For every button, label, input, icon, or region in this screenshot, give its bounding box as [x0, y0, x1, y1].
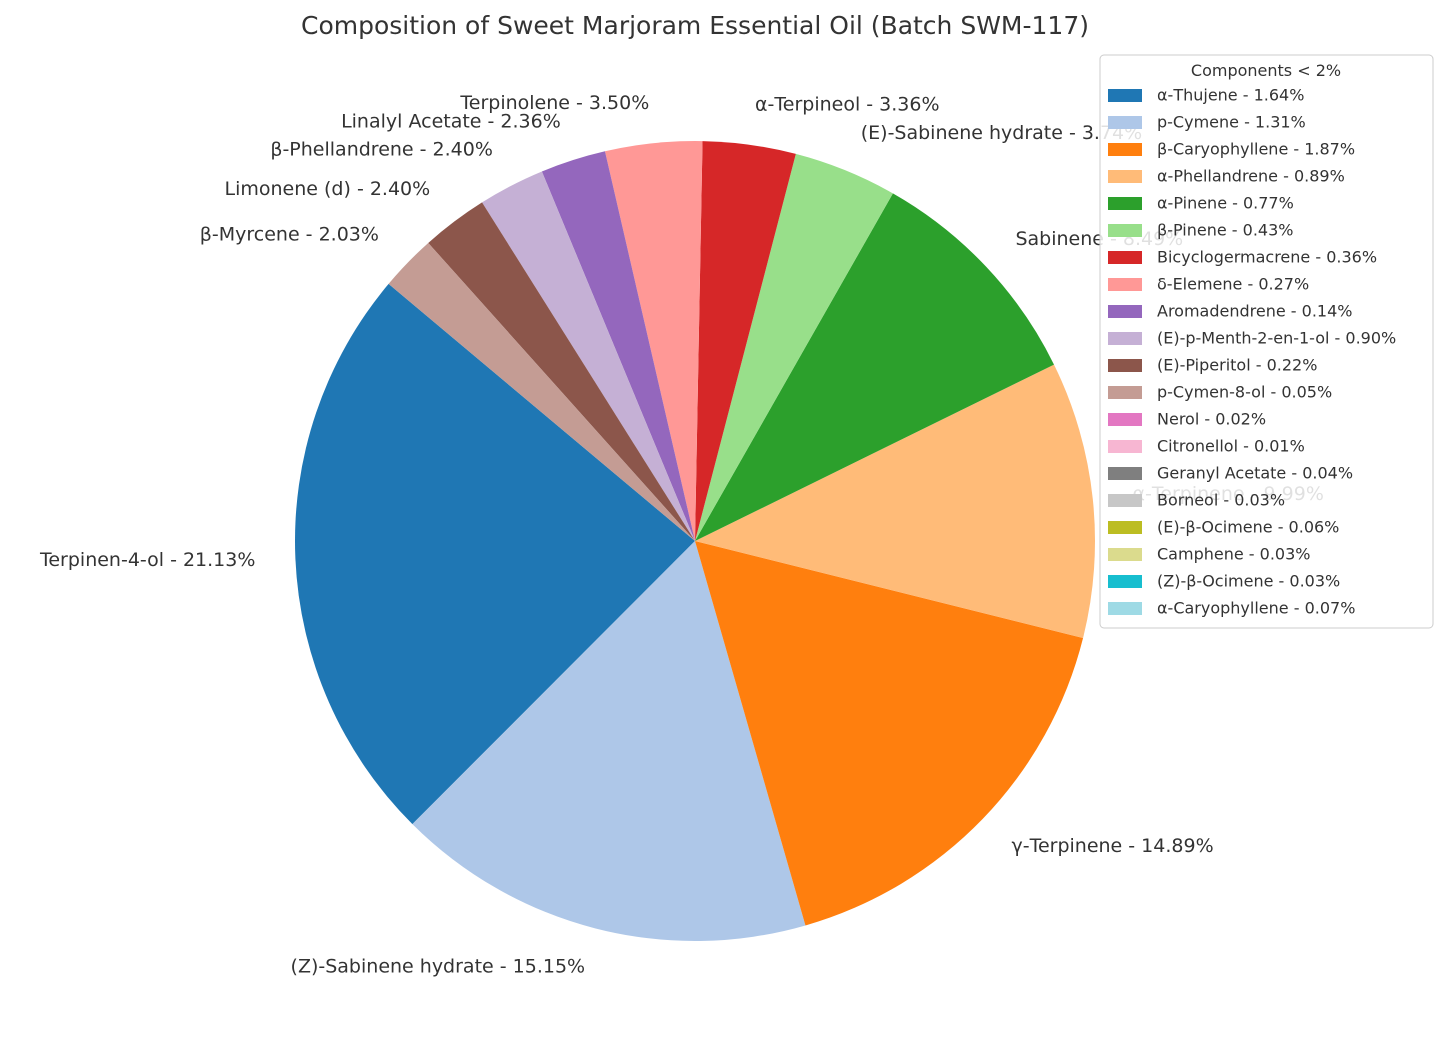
- legend-swatch: [1108, 197, 1142, 210]
- legend-entry-label: Bicyclogermacrene - 0.36%: [1157, 248, 1377, 267]
- slice-label: Linalyl Acetate - 2.36%: [341, 110, 561, 132]
- legend-entry-label: p-Cymene - 1.31%: [1157, 113, 1306, 132]
- legend-entry-label: (E)-p-Menth-2-en-1-ol - 0.90%: [1157, 329, 1396, 348]
- slice-label: α-Terpineol - 3.36%: [755, 94, 940, 116]
- legend-swatch: [1108, 602, 1142, 615]
- slice-label: (E)-Sabinene hydrate - 3.74%: [861, 122, 1142, 144]
- legend-entry-label: Camphene - 0.03%: [1157, 545, 1310, 564]
- pie-slice: [388, 242, 695, 542]
- legend-entry-label: α-Phellandrene - 0.89%: [1157, 167, 1345, 186]
- pie-slice: [695, 541, 1084, 926]
- legend-box: [1099, 54, 1434, 629]
- pie-slice: [604, 140, 703, 541]
- legend-entry-label: (E)-Piperitol - 0.22%: [1157, 356, 1317, 375]
- pie-slice: [695, 364, 1095, 639]
- slice-label: γ-Terpinene - 14.89%: [1011, 835, 1213, 857]
- legend-swatch: [1108, 251, 1142, 264]
- legend-swatch: [1108, 494, 1142, 507]
- legend-swatch: [1108, 143, 1142, 156]
- legend-swatch: [1108, 440, 1142, 453]
- legend-swatch: [1108, 278, 1142, 291]
- legend-entry-label: δ-Elemene - 0.27%: [1157, 275, 1309, 294]
- slice-label: (Z)-Sabinene hydrate - 15.15%: [291, 956, 586, 978]
- legend-entry-label: β-Caryophyllene - 1.87%: [1157, 140, 1355, 159]
- legend-entry-label: α-Thujene - 1.64%: [1157, 86, 1304, 105]
- legend-entry-label: (E)-β-Ocimene - 0.06%: [1157, 518, 1339, 537]
- pie-slice: [541, 151, 695, 541]
- legend-entry-label: α-Caryophyllene - 0.07%: [1157, 599, 1355, 618]
- pie-slice: [695, 153, 893, 541]
- legend-swatch: [1108, 521, 1142, 534]
- legend-entries: α-Thujene - 1.64% p-Cymene - 1.31% β-Caryo…: [1108, 86, 1396, 618]
- legend-swatch: [1108, 548, 1142, 561]
- slice-label: Limonene (d) - 2.40%: [225, 178, 431, 200]
- legend-entry-label: Citronellol - 0.01%: [1157, 437, 1305, 456]
- legend-swatch: [1108, 224, 1142, 237]
- legend-title: Components < 2%: [1191, 61, 1341, 80]
- pie-slice: [412, 541, 806, 941]
- slice-label: Terpinolene - 3.50%: [459, 92, 649, 114]
- legend-entry-label: α-Pinene - 0.77%: [1157, 194, 1294, 213]
- slice-label: β-Myrcene - 2.03%: [200, 223, 379, 245]
- legend-swatch: [1108, 305, 1142, 318]
- legend-swatch: [1108, 170, 1142, 183]
- pie-slice: [482, 171, 695, 541]
- legend-entry-label: Geranyl Acetate - 0.04%: [1157, 464, 1353, 483]
- legend-swatch: [1108, 413, 1142, 426]
- legend-entry-label: Borneol - 0.03%: [1157, 491, 1285, 510]
- legend-swatch: [1108, 116, 1142, 129]
- pie-slice: [695, 141, 796, 541]
- legend-swatch: [1108, 359, 1142, 372]
- legend-entry-label: p-Cymen-8-ol - 0.05%: [1157, 383, 1332, 402]
- slice-label: β-Phellandrene - 2.40%: [270, 139, 493, 161]
- pie-slice: [695, 193, 1054, 541]
- pie-slice: [294, 283, 695, 825]
- legend-swatch: [1108, 332, 1142, 345]
- legend: Components < 2% α-Thujene - 1.64% p-Cymen…: [1099, 54, 1434, 629]
- legend-entry-label: β-Pinene - 0.43%: [1157, 221, 1293, 240]
- pie-slices: [294, 140, 1095, 941]
- legend-swatch: [1108, 467, 1142, 480]
- chart-title: Composition of Sweet Marjoram Essential …: [301, 11, 1089, 40]
- legend-swatch: [1108, 575, 1142, 588]
- legend-swatch: [1108, 386, 1142, 399]
- pie-slice: [428, 202, 695, 541]
- legend-entry-label: Aromadendrene - 0.14%: [1157, 302, 1352, 321]
- legend-swatch: [1108, 89, 1142, 102]
- slice-label: Terpinen-4-ol - 21.13%: [39, 549, 255, 571]
- legend-entry-label: Nerol - 0.02%: [1157, 410, 1266, 429]
- slice-labels: Terpinen-4-ol - 21.13% (Z)-Sabinene hydra…: [39, 92, 1324, 978]
- legend-entry-label: (Z)-β-Ocimene - 0.03%: [1157, 572, 1340, 591]
